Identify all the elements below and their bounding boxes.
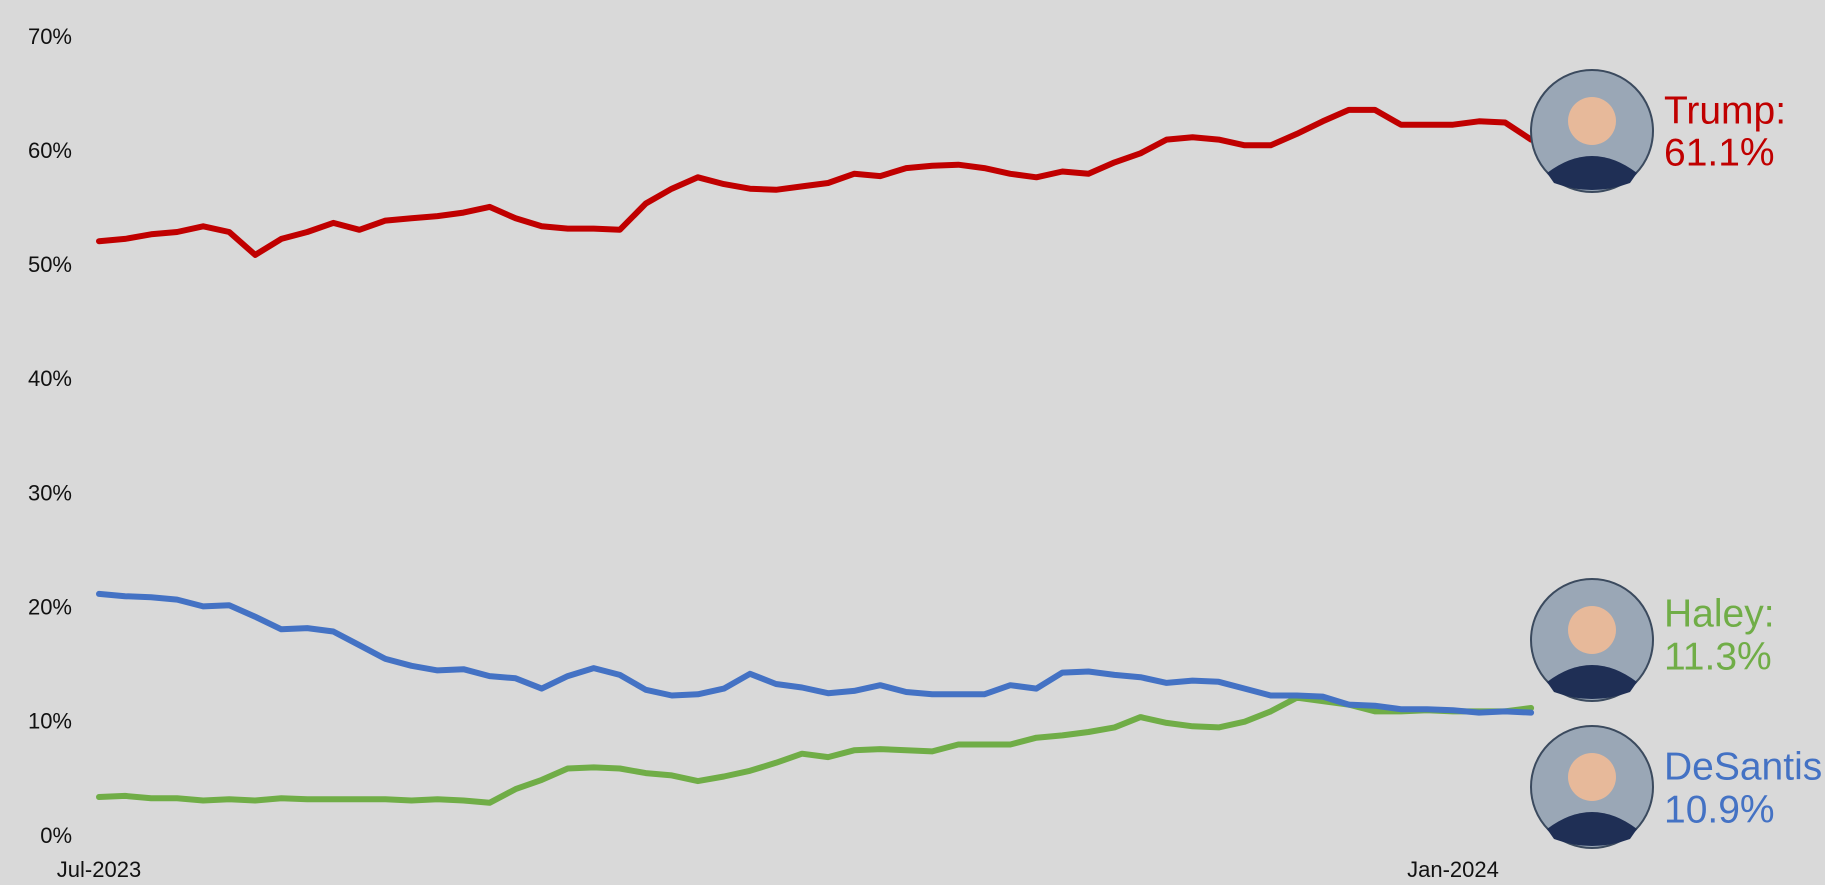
y-tick-label: 10%	[28, 709, 72, 734]
x-tick-label: Jan-2024	[1407, 857, 1499, 882]
y-tick-label: 40%	[28, 366, 72, 391]
portrait	[1531, 579, 1653, 701]
y-tick-label: 50%	[28, 252, 72, 277]
end-label-name: Trump:	[1664, 89, 1786, 132]
chart: 0% 10% 20% 30% 40% 50% 60% 70% Jul-2023 Jan-2024 T…	[0, 0, 1825, 885]
y-tick-label: 60%	[28, 138, 72, 163]
series-line	[99, 110, 1531, 255]
series-line	[99, 594, 1531, 713]
portrait	[1531, 70, 1653, 192]
y-tick-label: 0%	[40, 823, 72, 848]
end-label-name: DeSantis:	[1664, 745, 1825, 788]
portrait-head	[1568, 606, 1616, 654]
y-tick-label: 20%	[28, 595, 72, 620]
page: {"chart_data": {"type": "line", "categor…	[0, 0, 1825, 885]
portrait-head	[1568, 97, 1616, 145]
y-tick-label: 30%	[28, 480, 72, 505]
x-tick-label: Jul-2023	[57, 857, 141, 882]
portrait	[1531, 726, 1653, 848]
y-tick-label: 70%	[28, 24, 72, 49]
end-label-name: Haley:	[1664, 592, 1775, 635]
end-label-value: 11.3%	[1664, 635, 1772, 678]
portrait-head	[1568, 753, 1616, 801]
series-line	[99, 698, 1531, 803]
end-label-value: 61.1%	[1664, 131, 1775, 174]
end-label-value: 10.9%	[1664, 788, 1775, 831]
